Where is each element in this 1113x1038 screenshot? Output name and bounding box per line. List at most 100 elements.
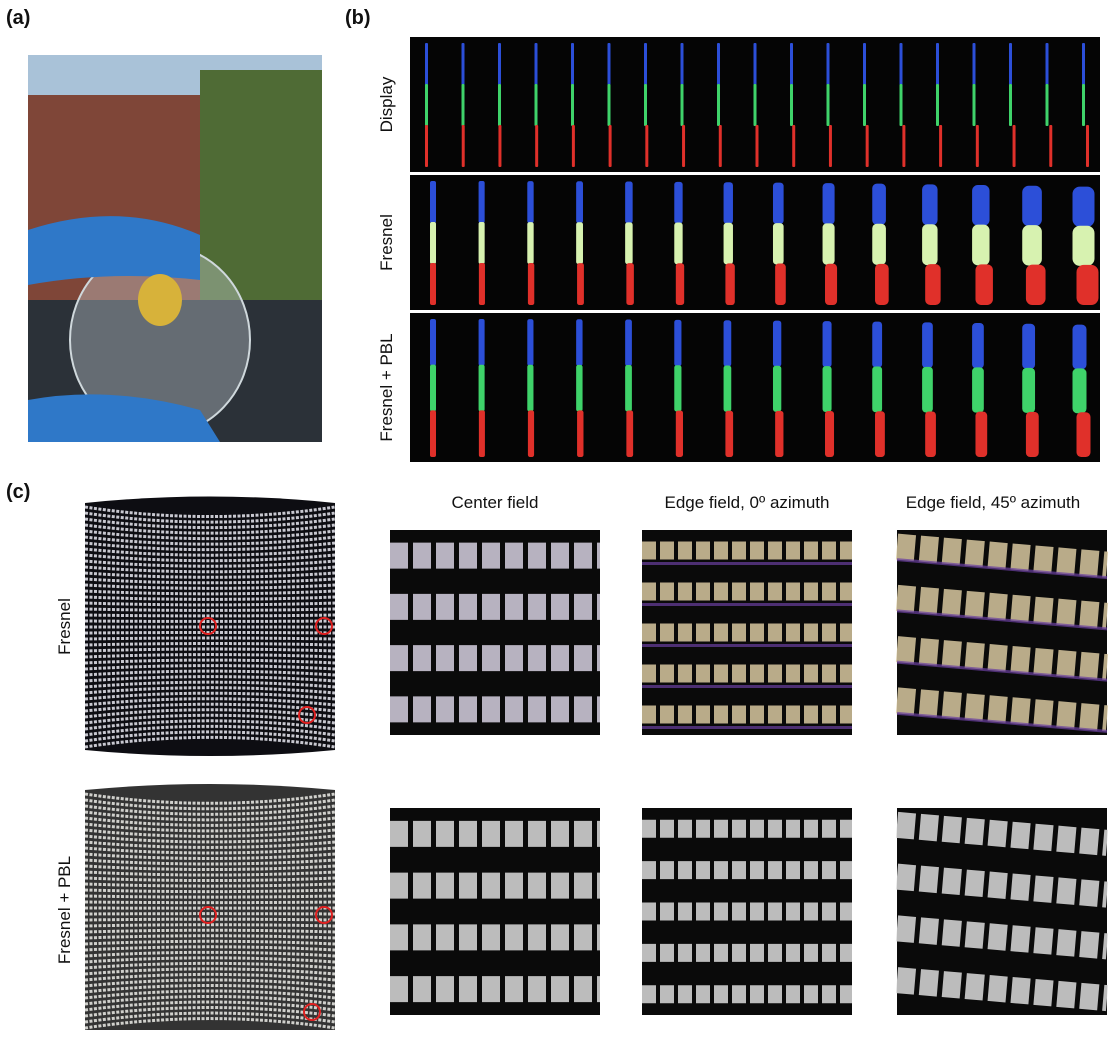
subpixel-bar (902, 125, 905, 167)
subpixel-bar (717, 43, 720, 85)
subpixel-bar (1073, 226, 1095, 266)
subpixel-bar (674, 223, 682, 265)
subpixel-bar (972, 323, 984, 368)
subpixel-bar (1077, 412, 1091, 457)
subpixel-bar (527, 222, 533, 264)
subpixel-bar (674, 365, 681, 411)
subpixel-bar (922, 322, 933, 368)
zoom-image (390, 530, 600, 735)
panel-label: (a) (6, 7, 30, 29)
subpixel-bar (644, 43, 647, 85)
subpixel-bar (430, 365, 436, 412)
subpixel-bar (790, 43, 793, 85)
subpixel-bar (527, 365, 533, 412)
subpixel-bar (626, 263, 634, 305)
subpixel-bar (939, 125, 942, 167)
subpixel-bar (1077, 265, 1099, 305)
subpixel-bar (922, 367, 933, 413)
subpixel-bar (936, 84, 939, 126)
subpixel-bar (528, 263, 534, 305)
subpixel-bar (1086, 125, 1089, 167)
subpixel-bar (975, 412, 987, 457)
subpixel-bar (535, 43, 538, 85)
subpixel-bar (626, 411, 633, 457)
subpixel-bar (479, 222, 485, 264)
subpixel-bar (725, 411, 733, 457)
subpixel-bar (527, 319, 533, 366)
zoom-image (390, 808, 600, 1015)
subpixel-bar (823, 183, 835, 224)
subpixel-bar (823, 321, 832, 367)
subpixel-bar (725, 263, 734, 305)
subpixel-bar (827, 84, 830, 126)
subpixel-bar (644, 84, 647, 126)
subpixel-bar (724, 182, 733, 224)
subpixel-bar (863, 84, 866, 126)
figure: (a) (b) (c) DisplayFresnelFresnel + PBL … (0, 0, 1113, 1033)
zoom-image (642, 530, 852, 735)
subpixel-bar (535, 125, 538, 167)
subpixel-bar (430, 319, 436, 366)
subpixel-bar (576, 222, 583, 264)
subpixel-bar (425, 84, 428, 126)
subpixel-bar (1073, 187, 1095, 227)
subpixel-bar (430, 222, 436, 264)
subpixel-bar (571, 43, 574, 85)
subpixel-bar (875, 411, 885, 457)
subpixel-bar (724, 223, 733, 265)
subpixel-bar (875, 264, 889, 305)
column-header: Center field (452, 493, 539, 512)
subpixel-bar (681, 84, 684, 126)
display-image (410, 175, 1100, 310)
subpixel-bar (1073, 368, 1087, 413)
subpixel-bar (872, 366, 882, 412)
subpixel-bar (479, 365, 485, 412)
subpixel-bar (754, 84, 757, 126)
subpixel-bar (972, 225, 989, 266)
subpixel-bar (724, 320, 732, 366)
subpixel-bar (1082, 43, 1085, 85)
subpixel-bar (922, 224, 937, 265)
subpixel-bar (1082, 84, 1085, 126)
row-label: Fresnel (377, 214, 396, 271)
subpixel-bar (829, 125, 832, 167)
subpixel-bar (1022, 324, 1035, 369)
subpixel-bar (576, 181, 583, 223)
panel-label: (b) (345, 7, 371, 29)
subpixel-bar (900, 84, 903, 126)
subpixel-bar (1022, 368, 1035, 413)
field-image (85, 488, 335, 765)
subpixel-bar (922, 184, 937, 225)
subpixel-bar (479, 319, 485, 366)
subpixel-bar (1022, 225, 1042, 265)
subpixel-bar (571, 84, 574, 126)
subpixel-bar (1009, 84, 1012, 126)
subpixel-bar (972, 185, 989, 226)
subpixel-bar (973, 84, 976, 126)
subpixel-bar (676, 411, 683, 457)
subpixel-bar (1026, 412, 1039, 457)
subpixel-bar (773, 183, 784, 224)
subpixel-bar (645, 125, 648, 167)
subpixel-bar (1022, 186, 1042, 226)
subpixel-bar (756, 125, 759, 167)
subpixel-bar (872, 322, 882, 368)
zoom-image (897, 530, 1107, 735)
zoom-image (897, 808, 1107, 1015)
subpixel-bar (773, 223, 784, 264)
subpixel-bar (430, 410, 436, 457)
subpixel-bar (863, 43, 866, 85)
zoom-image (642, 808, 852, 1015)
row-label: Fresnel (55, 598, 74, 655)
subpixel-bar (577, 263, 584, 305)
subpixel-bar (775, 264, 786, 305)
subpixel-bar (462, 125, 465, 167)
subpixel-bar (972, 367, 984, 412)
subpixel-bar (425, 43, 428, 85)
subpixel-bar (1046, 84, 1049, 126)
subpixel-bar (900, 43, 903, 85)
subpixel-bar (719, 125, 722, 167)
subpixel-bar (682, 125, 685, 167)
subpixel-bar (872, 184, 886, 225)
subpixel-bar (872, 224, 886, 265)
